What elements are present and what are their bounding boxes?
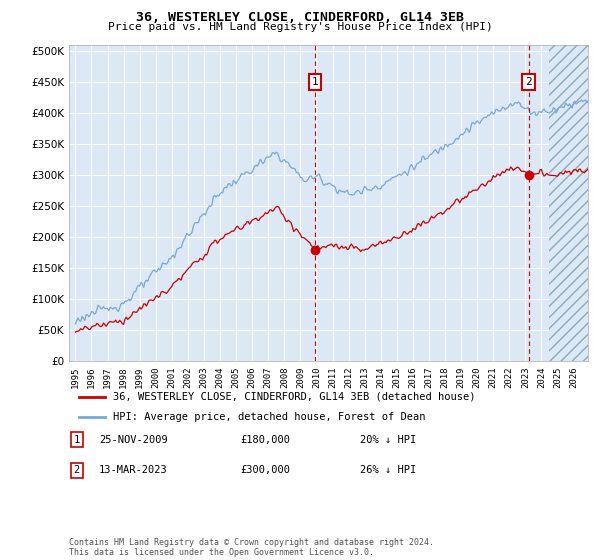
Text: £180,000: £180,000 [240,435,290,445]
HPI: Average price, detached house, Forest of Dean: (2.03e+03, 4.21e+05): Average price, detached house, Forest of… [582,97,589,104]
36, WESTERLEY CLOSE, CINDERFORD, GL14 3EB (detached house) [437,209,445,216]
Text: 36, WESTERLEY CLOSE, CINDERFORD, GL14 3EB: 36, WESTERLEY CLOSE, CINDERFORD, GL14 3E… [136,11,464,24]
Line: 36, WESTERLEY CLOSE, CINDERFORD, GL14 3EB (detached house): 36, WESTERLEY CLOSE, CINDERFORD, GL14 3E… [76,167,588,332]
Text: 26% ↓ HPI: 26% ↓ HPI [360,465,416,475]
HPI: Average price, detached house, Forest of Dean: (2.03e+03, 4.18e+05): Average price, detached house, Forest of… [584,99,592,105]
Text: 36, WESTERLEY CLOSE, CINDERFORD, GL14 3EB (detached house): 36, WESTERLEY CLOSE, CINDERFORD, GL14 3E… [113,392,476,402]
36, WESTERLEY CLOSE, CINDERFORD, GL14 3EB (detached house) [582,168,589,175]
Text: 2: 2 [525,77,532,87]
Text: £300,000: £300,000 [240,465,290,475]
Text: 1: 1 [74,435,80,445]
Bar [550,0,600,361]
36, WESTERLEY CLOSE, CINDERFORD, GL14 3EB (detached house) [584,165,592,172]
Text: Price paid vs. HM Land Registry's House Price Index (HPI): Price paid vs. HM Land Registry's House … [107,22,493,32]
Text: HPI: Average price, detached house, Forest of Dean: HPI: Average price, detached house, Fore… [113,412,425,422]
HPI: Average price, detached house, Forest of Dean: (2.02e+03, 3.45e+05): Average price, detached house, Forest of… [437,143,445,150]
36, WESTERLEY CLOSE, CINDERFORD, GL14 3EB (detached house) [515,164,522,171]
Text: 20% ↓ HPI: 20% ↓ HPI [360,435,416,445]
Text: 13-MAR-2023: 13-MAR-2023 [99,465,168,475]
HPI: Average price, detached house, Forest of Dean: (2.02e+03, 4.16e+05): Average price, detached house, Forest of… [514,100,521,106]
36, WESTERLEY CLOSE, CINDERFORD, GL14 3EB (detached house) [106,319,113,325]
Line: HPI: Average price, detached house, Forest of Dean: HPI: Average price, detached house, Fore… [76,100,588,324]
36, WESTERLEY CLOSE, CINDERFORD, GL14 3EB (detached house) [507,164,514,170]
Text: 25-NOV-2009: 25-NOV-2009 [99,435,168,445]
HPI: Average price, detached house, Forest of Dean: (2.01e+03, 2.76e+05): Average price, detached house, Forest of… [335,186,343,193]
Text: 2: 2 [74,465,80,475]
36, WESTERLEY CLOSE, CINDERFORD, GL14 3EB (detached house) [89,323,97,330]
36, WESTERLEY CLOSE, CINDERFORD, GL14 3EB (detached house) [72,329,79,335]
HPI: Average price, detached house, Forest of Dean: (2.03e+03, 4.21e+05): Average price, detached house, Forest of… [578,96,585,103]
Text: Contains HM Land Registry data © Crown copyright and database right 2024.
This d: Contains HM Land Registry data © Crown c… [69,538,434,557]
HPI: Average price, detached house, Forest of Dean: (2e+03, 8.14e+04): Average price, detached house, Forest of… [106,307,113,314]
HPI: Average price, detached house, Forest of Dean: (2e+03, 6.01e+04): Average price, detached house, Forest of… [72,320,79,327]
HPI: Average price, detached house, Forest of Dean: (2e+03, 7.96e+04): Average price, detached house, Forest of… [89,309,97,315]
Text: 1: 1 [311,77,318,87]
36, WESTERLEY CLOSE, CINDERFORD, GL14 3EB (detached house) [335,246,343,253]
